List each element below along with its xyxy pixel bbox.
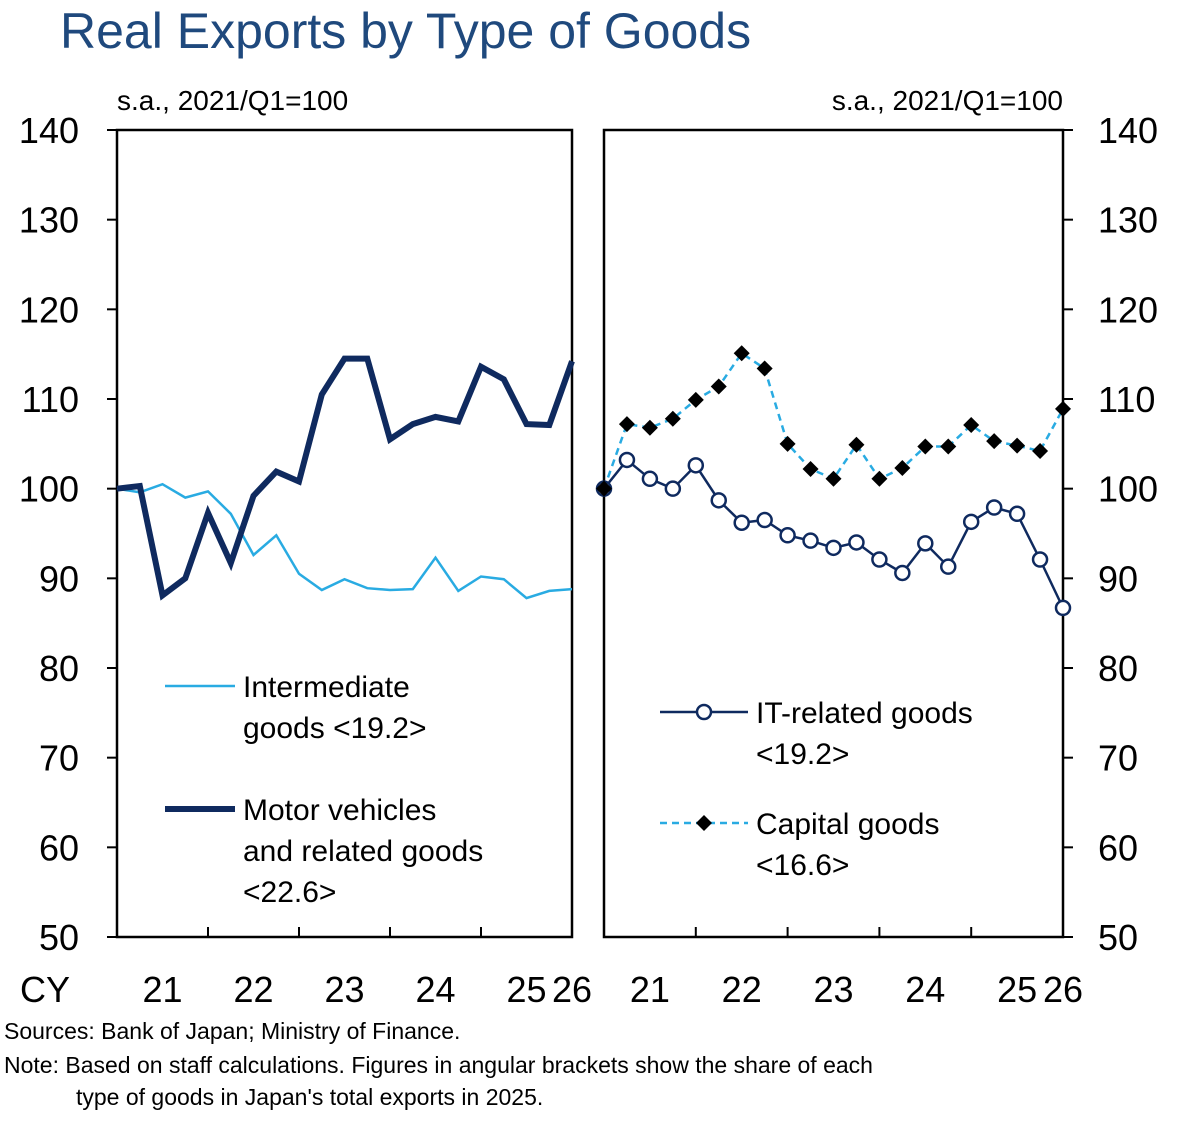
panel-2-y-tick-label: 90 [1098,558,1138,599]
panel-1-series-2-line [116,355,575,601]
panel-2-x-tick-label: 23 [813,969,853,1010]
panel-1-x-tick-label: 25 [506,969,546,1010]
panel-1-y-tick-label: 130 [19,200,79,241]
panel-1-plot-frame [115,128,574,939]
panel-2-series-1-point [710,492,727,509]
panel-2-series-2-point [1032,443,1049,460]
panel-2-series-2-point [641,419,658,436]
panel-2-series-2-point [779,435,796,452]
panel-1-x-tick-label: 24 [415,969,455,1010]
panel-1-y-tick-label: 90 [39,558,79,599]
panel-2-y-tick-label: 60 [1098,827,1138,868]
panel-2-series-2-point [756,360,773,377]
panel-2-x-tick-label: 25 [997,969,1037,1010]
panel-2-x-tick-label: 26 [1043,969,1083,1010]
panel-2-series-1-point [962,513,980,531]
panel-2-series-1-point [641,470,659,488]
panel-2-series-1-point [756,511,773,529]
panel-2-series-1-point [802,532,819,549]
panel-2-y-tick-label: 120 [1098,289,1158,330]
panel-2-series-2-point [1055,400,1071,417]
panel-2-series-1-point [894,564,911,582]
panel-1-legend-1-label: goods <19.2> [243,712,427,745]
panel-2-legend-2-marker [696,815,712,831]
panel-2-series-2-point [871,470,888,487]
panel-2-series-2-point [986,433,1003,450]
panel-2-series-1-point [618,451,636,469]
chart-canvas: s.a., 2021/Q1=100 140 130 120 110 100 90 80 70 60… [19,85,1158,1010]
note-line-1: Note: Based on staff calculations. Figur… [4,1052,873,1078]
panel-2-series-2-point [963,417,980,434]
panel-2-series-1-point [1054,599,1072,617]
panel-1-legend-1-label: Intermediate [243,671,410,704]
panel-2-series-1-point [664,480,682,497]
panel-2-series-2-point [917,438,934,455]
note-line-2: type of goods in Japan's total exports i… [76,1084,544,1110]
panel-1-x-tick-label: 26 [552,969,592,1010]
panel-2-series-1-point [917,535,934,552]
panel-1-y-tick-label: 110 [22,379,79,420]
panel-2-y-tick-label: 130 [1098,200,1158,241]
panel-1-unit-label: s.a., 2021/Q1=100 [117,85,348,116]
panel-2-series-1-point [1008,505,1026,523]
panel-2-y-tick-label: 70 [1098,738,1138,779]
panel-1-legend-2-label: <22.6> [243,876,336,909]
panel-2-series-2-point [618,416,635,433]
panel-2-series-2-point [664,410,681,427]
panel-2-series-2-point [687,391,704,408]
panel-2-legend-2-label: Capital goods [756,808,939,841]
panel-1-legend-2-label: Motor vehicles [243,794,436,827]
panel-2-plot-frame [602,128,1065,939]
panel-1-y-tick-label: 60 [39,827,79,868]
panel-2-legend-2-label: <16.6> [756,849,849,882]
sources-note: Sources: Bank of Japan; Ministry of Fina… [4,1018,461,1044]
panel-1-y-tick-label: 120 [19,289,79,330]
panel-2-series-2-point [1009,437,1026,454]
panel-2-series-2-point [894,460,911,477]
panel-1-y-tick-label: 100 [19,469,79,510]
panel-1-series-1-line [116,482,573,600]
panel-2-x-tick-label: 24 [905,969,945,1010]
panel-1-y-tick-label: 140 [19,110,79,151]
panel-1-y-tick-label: 80 [39,648,79,689]
panel-2-x-tick-label: 21 [630,969,670,1010]
panel-2-y-tick-label: 80 [1098,648,1138,689]
panel-2-series-1-point [825,539,842,557]
panel-1-y-tick-label: 50 [39,917,79,958]
panel-2-series-1-point [985,499,1003,516]
panel-2-series-2-point [802,460,819,477]
panel-1-legend-2-label: and related goods [243,835,483,868]
panel-1-y-tick-label: 70 [39,738,79,779]
panel-2-x-tick-label: 22 [722,969,762,1010]
panel-2-series-1-point [848,534,865,551]
panel-2-y-tick-label: 50 [1098,917,1138,958]
panel-2-series-1-point [687,457,705,474]
panel-1-x-tick-label: 22 [233,969,273,1010]
chart-title: Real Exports by Type of Goods [60,3,752,59]
panel-2-series-1-point [871,551,888,568]
panel-2-legend-1-marker [695,703,713,721]
panel-1-x-axis-prefix: CY [20,969,70,1010]
panel-2-series-2-point [848,436,865,453]
panel-2-series-2-point [825,470,842,487]
panel-2-y-tick-label: 100 [1098,469,1158,510]
panel-2-unit-label: s.a., 2021/Q1=100 [832,85,1063,116]
panel-2-series-1-point [779,527,796,544]
panel-2-legend-1-label: IT-related goods [756,697,973,730]
panel-2-series-1-point [1031,551,1049,568]
panel-2-series-1-point [733,514,750,531]
panel-2-y-tick-label: 140 [1098,110,1158,151]
panel-2-series-2-point [596,480,612,497]
panel-2-series-2-point [710,378,727,395]
panel-1-x-tick-label: 23 [324,969,364,1010]
panel-2-series-2-point [940,438,957,455]
panel-2-series-2-point [733,345,750,362]
panel-2-y-tick-label: 110 [1098,379,1155,420]
panel-1-x-tick-label: 21 [142,969,182,1010]
panel-2-series-1-point [940,558,957,575]
panel-2-legend-1-label: <19.2> [756,738,849,771]
